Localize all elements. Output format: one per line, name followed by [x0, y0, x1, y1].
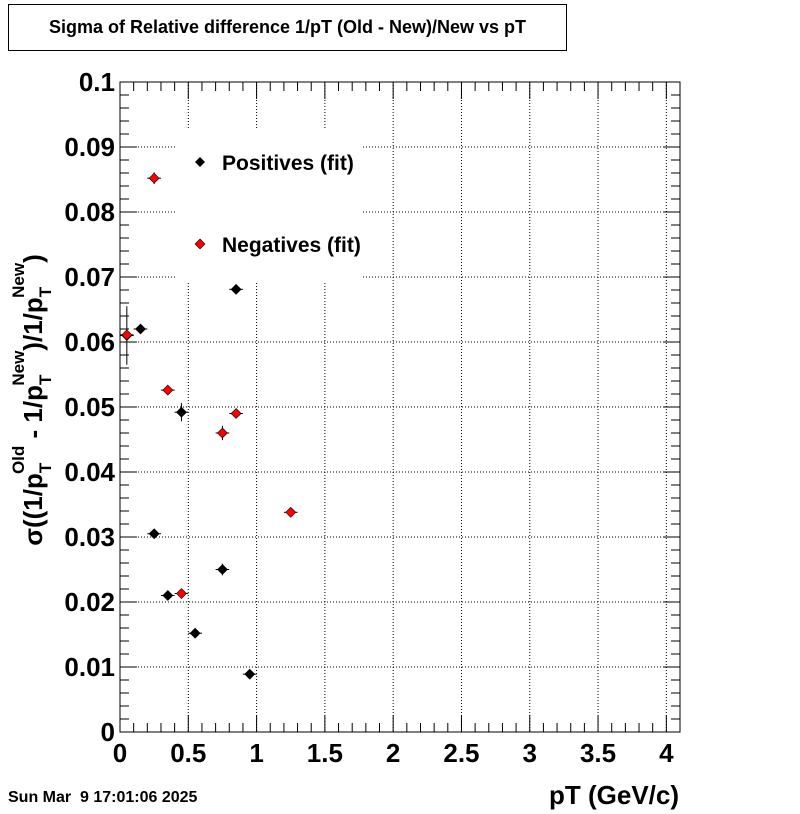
data-point [147, 528, 161, 540]
data-point [120, 329, 134, 341]
data-point [229, 408, 243, 419]
chart-title: Sigma of Relative difference 1/pT (Old -… [8, 4, 567, 51]
legend-entry-positives: Positives (fit) [195, 152, 354, 175]
data-point [174, 588, 189, 599]
point-marker [176, 406, 187, 418]
data-point [242, 668, 257, 680]
data-point [160, 590, 175, 601]
legend-label-positives: Positives (fit) [222, 152, 354, 175]
legend-marker-positives [195, 157, 205, 167]
y-label-sup-new2: New [9, 262, 28, 298]
point-marker [148, 528, 160, 540]
x-tick-label: 4 [659, 738, 674, 768]
point-marker [121, 329, 133, 341]
y-tick-label: 0.04 [64, 457, 115, 487]
data-point [160, 384, 175, 396]
data-point [229, 283, 243, 295]
y-label-sub-t2: T [36, 374, 55, 385]
y-axis-label: σ((1/pTOld - 1/pTNew)/1/pTNew) [9, 254, 55, 546]
y-label-sup-new: New [9, 350, 28, 386]
x-tick-label: 2 [386, 738, 400, 768]
data-point [188, 627, 202, 639]
y-label-end: ) [18, 254, 48, 263]
point-marker [230, 408, 242, 419]
legend-marker-negatives [194, 238, 206, 250]
axis-ticks [119, 81, 681, 733]
legend-label-negatives: Negatives (fit) [222, 234, 361, 257]
point-marker [135, 323, 146, 335]
y-tick-label: 0.09 [64, 132, 115, 162]
y-tick-label: 0.02 [64, 587, 115, 617]
legend-entry-negatives: Negatives (fit) [194, 234, 361, 257]
point-marker [230, 283, 242, 295]
y-tick-label: 0.07 [64, 262, 115, 292]
point-marker [217, 564, 228, 575]
point-marker [285, 506, 297, 518]
data-point [147, 172, 161, 185]
x-tick-label: 3 [523, 738, 537, 768]
point-marker [162, 384, 174, 396]
y-label-sub-t3: T [36, 286, 55, 297]
data-points [120, 172, 298, 680]
x-tick-label: 0 [113, 738, 127, 768]
data-point [174, 403, 189, 422]
y-tick-label: 0.05 [64, 392, 115, 422]
legend: Positives (fit) Negatives (fit) [176, 130, 361, 282]
series-negatives [120, 172, 298, 599]
x-tick-label: 3.5 [580, 738, 616, 768]
timestamp: Sun Mar 9 17:01:06 2025 [8, 789, 198, 806]
legend-box [176, 130, 361, 282]
data-point [283, 506, 298, 518]
y-tick-label: 0.03 [64, 522, 115, 552]
data-point [215, 563, 230, 576]
point-marker [244, 668, 256, 680]
y-label-close: )/1/p [18, 297, 48, 350]
point-marker [189, 627, 201, 639]
point-marker [162, 590, 174, 601]
data-point [133, 323, 148, 335]
y-label-mid: - 1/p [18, 385, 48, 446]
y-tick-label: 0.06 [64, 327, 115, 357]
x-tick-label: 2.5 [443, 738, 479, 768]
point-marker [217, 427, 228, 439]
y-label-sup-old: Old [9, 446, 28, 474]
y-label-sigma: σ((1/p [18, 473, 48, 546]
tick-labels: 0 0.5 1 1.5 2 2.5 3 3.5 4 0 0.01 0.02 0.03 0.04 0.05 0.… [64, 67, 674, 768]
point-marker [148, 172, 160, 184]
point-marker [176, 588, 187, 599]
y-tick-label: 0.08 [64, 197, 115, 227]
y-label-sub-t1: T [36, 462, 55, 473]
y-tick-label: 0.1 [79, 67, 115, 97]
x-axis-label: pT (GeV/c) [548, 780, 679, 810]
y-tick-label: 0 [101, 717, 115, 747]
x-tick-label: 1.5 [307, 738, 343, 768]
data-point [215, 425, 230, 441]
y-tick-label: 0.01 [64, 652, 115, 682]
x-tick-label: 1 [249, 738, 263, 768]
x-tick-label: 0.5 [170, 738, 206, 768]
